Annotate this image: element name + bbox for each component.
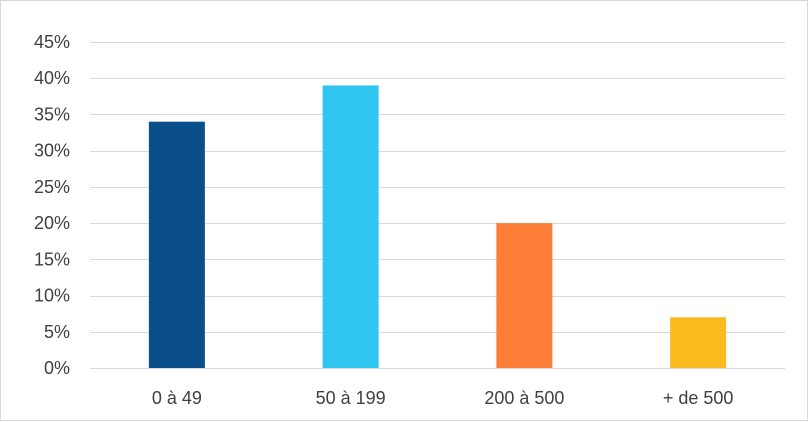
bar: [148, 121, 205, 368]
x-tick-label: + de 500: [663, 388, 734, 408]
bar: [496, 223, 553, 368]
bars: [148, 85, 727, 368]
gridlines: [90, 42, 785, 369]
y-tick-label: 15%: [34, 249, 70, 269]
y-tick-label: 20%: [34, 213, 70, 233]
y-tick-label: 0%: [44, 358, 70, 378]
x-tick-label: 50 à 199: [316, 388, 386, 408]
y-tick-label: 40%: [34, 68, 70, 88]
x-tick-label: 200 à 500: [484, 388, 564, 408]
bar: [322, 85, 379, 368]
x-axis-ticks: 0 à 49 50 à 199 200 à 500 + de 500: [152, 388, 734, 408]
y-tick-label: 45%: [34, 32, 70, 52]
y-tick-label: 10%: [34, 286, 70, 306]
bar: [670, 317, 727, 368]
y-tick-label: 25%: [34, 177, 70, 197]
y-axis-ticks: 0% 5% 10% 15% 20% 25% 30% 35% 40% 45%: [34, 32, 70, 378]
y-tick-label: 5%: [44, 322, 70, 342]
y-tick-label: 35%: [34, 104, 70, 124]
y-tick-label: 30%: [34, 141, 70, 161]
x-tick-label: 0 à 49: [152, 388, 202, 408]
